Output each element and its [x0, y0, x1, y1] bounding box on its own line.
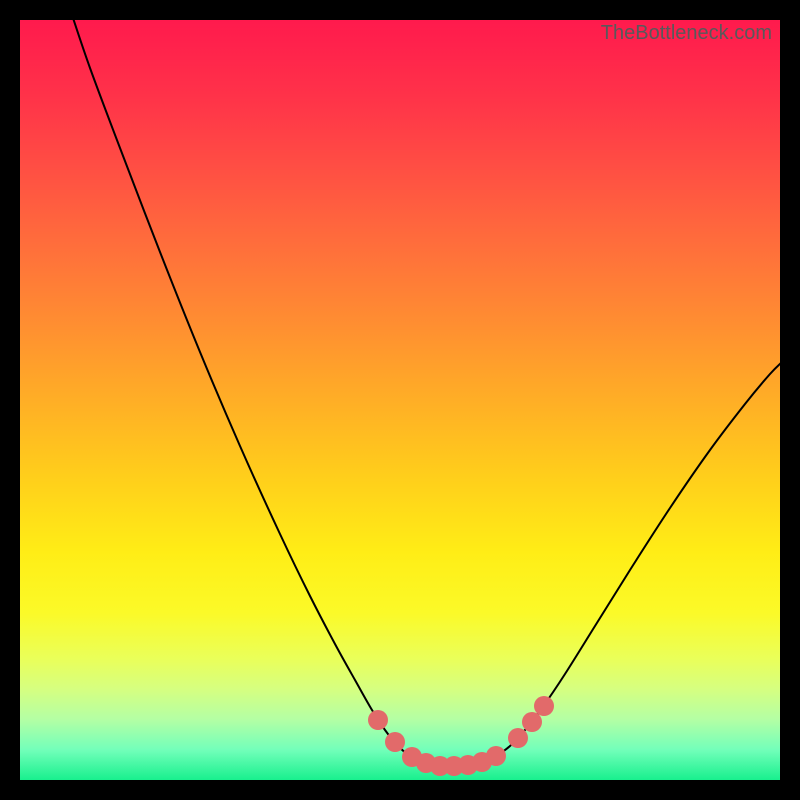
- plot-area: TheBottleneck.com: [20, 20, 780, 780]
- bottleneck-marker: [368, 710, 388, 730]
- chart-svg: [20, 20, 780, 780]
- chart-background: [20, 20, 780, 780]
- bottleneck-marker: [534, 696, 554, 716]
- bottleneck-marker: [508, 728, 528, 748]
- bottleneck-marker: [385, 732, 405, 752]
- bottleneck-marker: [522, 712, 542, 732]
- attribution-text: TheBottleneck.com: [601, 22, 772, 45]
- chart-frame: TheBottleneck.com: [0, 0, 800, 800]
- bottleneck-marker: [486, 746, 506, 766]
